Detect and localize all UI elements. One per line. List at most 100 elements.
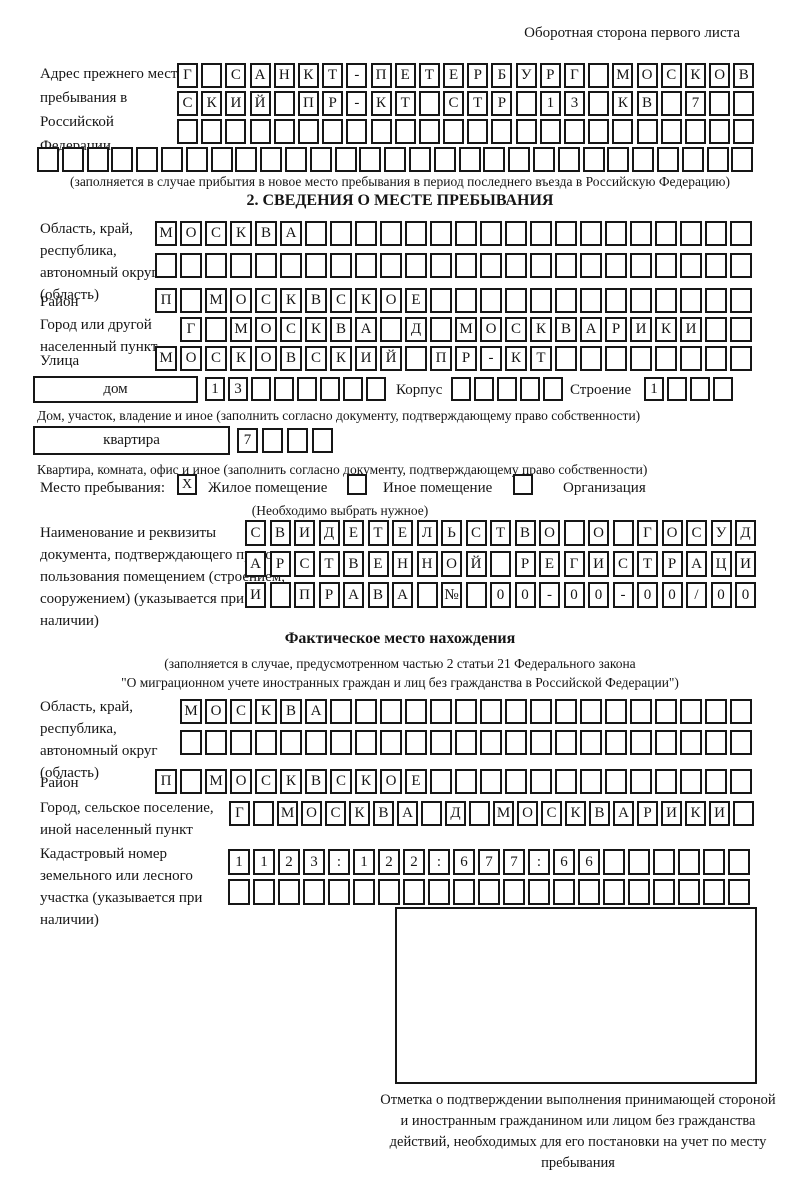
char-cell[interactable] <box>612 119 634 144</box>
char-cell[interactable]: Л <box>416 520 438 546</box>
checkbox-other-premises[interactable] <box>347 474 367 495</box>
char-cell[interactable]: Е <box>343 520 364 546</box>
char-cell[interactable]: / <box>686 582 707 608</box>
char-cell[interactable]: В <box>367 582 389 608</box>
char-cell[interactable] <box>555 769 577 794</box>
char-cell[interactable] <box>515 119 537 144</box>
char-cell[interactable] <box>557 147 580 172</box>
char-cell[interactable] <box>443 119 465 144</box>
char-cell[interactable]: В <box>269 520 291 546</box>
char-cell[interactable] <box>630 699 652 724</box>
char-cell[interactable]: Е <box>405 769 427 794</box>
char-cell[interactable] <box>655 221 677 246</box>
char-cell[interactable]: Т <box>322 63 344 88</box>
char-cell[interactable] <box>405 253 427 278</box>
char-cell[interactable] <box>467 119 489 144</box>
char-cell[interactable] <box>297 119 319 144</box>
char-cell[interactable] <box>380 699 402 724</box>
char-cell[interactable] <box>733 801 754 826</box>
char-cell[interactable] <box>280 253 302 278</box>
char-cell[interactable]: О <box>588 520 609 546</box>
char-cell[interactable]: : <box>328 849 350 875</box>
char-cell[interactable]: 2 <box>403 849 425 875</box>
char-cell[interactable]: М <box>155 221 177 246</box>
char-cell[interactable]: А <box>343 582 364 608</box>
char-cell[interactable] <box>230 730 252 755</box>
char-cell[interactable] <box>630 288 652 313</box>
char-cell[interactable] <box>180 730 202 755</box>
char-cell[interactable] <box>539 119 561 144</box>
char-cell[interactable] <box>405 730 427 755</box>
char-cell[interactable] <box>455 253 477 278</box>
char-cell[interactable]: 7 <box>684 91 706 116</box>
char-cell[interactable] <box>201 119 223 144</box>
char-cell[interactable] <box>249 119 271 144</box>
char-cell[interactable] <box>520 377 540 401</box>
char-cell[interactable] <box>330 221 352 246</box>
char-cell[interactable]: М <box>493 801 514 826</box>
char-cell[interactable]: В <box>589 801 610 826</box>
char-cell[interactable]: : <box>528 849 550 875</box>
char-cell[interactable] <box>483 147 506 172</box>
char-cell[interactable] <box>578 879 600 905</box>
char-cell[interactable] <box>255 253 277 278</box>
char-cell[interactable]: Р <box>539 63 561 88</box>
char-cell[interactable] <box>730 253 752 278</box>
char-cell[interactable]: : <box>428 849 450 875</box>
char-cell[interactable] <box>555 253 577 278</box>
char-cell[interactable] <box>330 730 352 755</box>
char-cell[interactable]: Й <box>249 91 271 116</box>
char-cell[interactable]: 7 <box>478 849 500 875</box>
char-cell[interactable] <box>378 879 400 905</box>
char-cell[interactable]: Т <box>530 346 552 371</box>
char-cell[interactable] <box>630 769 652 794</box>
char-cell[interactable]: А <box>686 551 707 577</box>
char-cell[interactable]: Г <box>229 801 250 826</box>
char-cell[interactable] <box>655 730 677 755</box>
char-cell[interactable]: Й <box>380 346 402 371</box>
char-cell[interactable]: С <box>255 769 277 794</box>
char-cell[interactable] <box>305 221 327 246</box>
char-cell[interactable] <box>580 288 602 313</box>
char-cell[interactable]: Р <box>605 317 627 342</box>
char-cell[interactable] <box>653 849 675 875</box>
char-cell[interactable] <box>455 730 477 755</box>
char-cell[interactable] <box>155 253 177 278</box>
char-cell[interactable]: В <box>636 91 658 116</box>
char-cell[interactable] <box>480 699 502 724</box>
char-cell[interactable] <box>177 119 198 144</box>
char-cell[interactable] <box>630 730 652 755</box>
char-cell[interactable] <box>455 288 477 313</box>
char-cell[interactable]: С <box>686 520 707 546</box>
char-cell[interactable]: А <box>580 317 602 342</box>
char-cell[interactable] <box>273 91 295 116</box>
char-cell[interactable] <box>605 769 627 794</box>
char-cell[interactable]: Н <box>416 551 438 577</box>
char-cell[interactable] <box>655 288 677 313</box>
char-cell[interactable] <box>678 879 700 905</box>
char-cell[interactable] <box>580 221 602 246</box>
char-cell[interactable]: В <box>373 801 394 826</box>
char-cell[interactable]: О <box>380 769 402 794</box>
char-cell[interactable]: Г <box>563 551 585 577</box>
char-cell[interactable] <box>380 730 402 755</box>
char-cell[interactable]: С <box>205 346 227 371</box>
char-cell[interactable] <box>505 699 527 724</box>
char-cell[interactable] <box>465 582 487 608</box>
char-cell[interactable] <box>612 520 634 546</box>
char-cell[interactable]: 0 <box>735 582 756 608</box>
char-cell[interactable]: О <box>180 346 202 371</box>
checkbox-organization[interactable] <box>513 474 533 495</box>
char-cell[interactable]: Е <box>539 551 560 577</box>
char-cell[interactable] <box>251 377 271 401</box>
char-cell[interactable]: Р <box>269 551 291 577</box>
char-cell[interactable] <box>543 377 563 401</box>
char-cell[interactable] <box>455 221 477 246</box>
char-cell[interactable] <box>730 288 752 313</box>
char-cell[interactable]: И <box>709 801 730 826</box>
char-cell[interactable]: Р <box>318 582 340 608</box>
char-cell[interactable] <box>730 346 752 371</box>
char-cell[interactable]: К <box>349 801 370 826</box>
char-cell[interactable]: С <box>541 801 562 826</box>
char-cell[interactable]: К <box>655 317 677 342</box>
